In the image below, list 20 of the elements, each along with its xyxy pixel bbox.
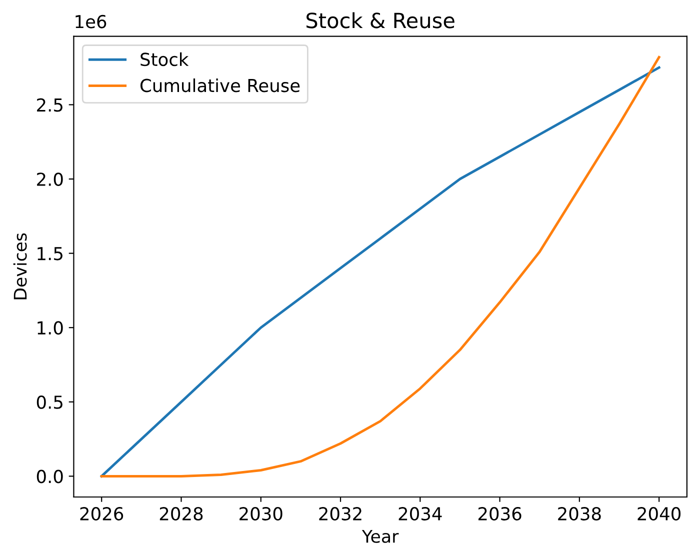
x-tick-label: 2030: [240, 507, 282, 520]
text: 1e6: [76, 14, 106, 28]
x-tick-label: 2026: [80, 507, 124, 520]
y-tick-label: 1.0: [38, 321, 63, 335]
x-tick-label: 2028: [160, 507, 203, 520]
x-tick-label: 2032: [319, 507, 362, 520]
x-tick-label: 2036: [478, 507, 522, 520]
y-tick-label: 2.0: [37, 172, 63, 186]
y-tick-label: 2.5: [37, 98, 62, 112]
legend-label: Stock: [140, 52, 189, 66]
y-axis-title: Devices: [13, 233, 27, 300]
x-tick-label: 2034: [398, 507, 442, 520]
x-tick-label: 2040: [638, 507, 680, 520]
legend-label: Cumulative Reuse: [140, 78, 300, 92]
x-tick-label: 2038: [558, 507, 601, 520]
y-tick-label: 0.5: [36, 395, 62, 409]
x-axis-title: Year: [362, 530, 399, 543]
chart-title: Stock & Reuse: [306, 12, 454, 28]
y-tick-label: 0.0: [36, 470, 63, 484]
y-tick-label: 1.5: [38, 247, 62, 260]
